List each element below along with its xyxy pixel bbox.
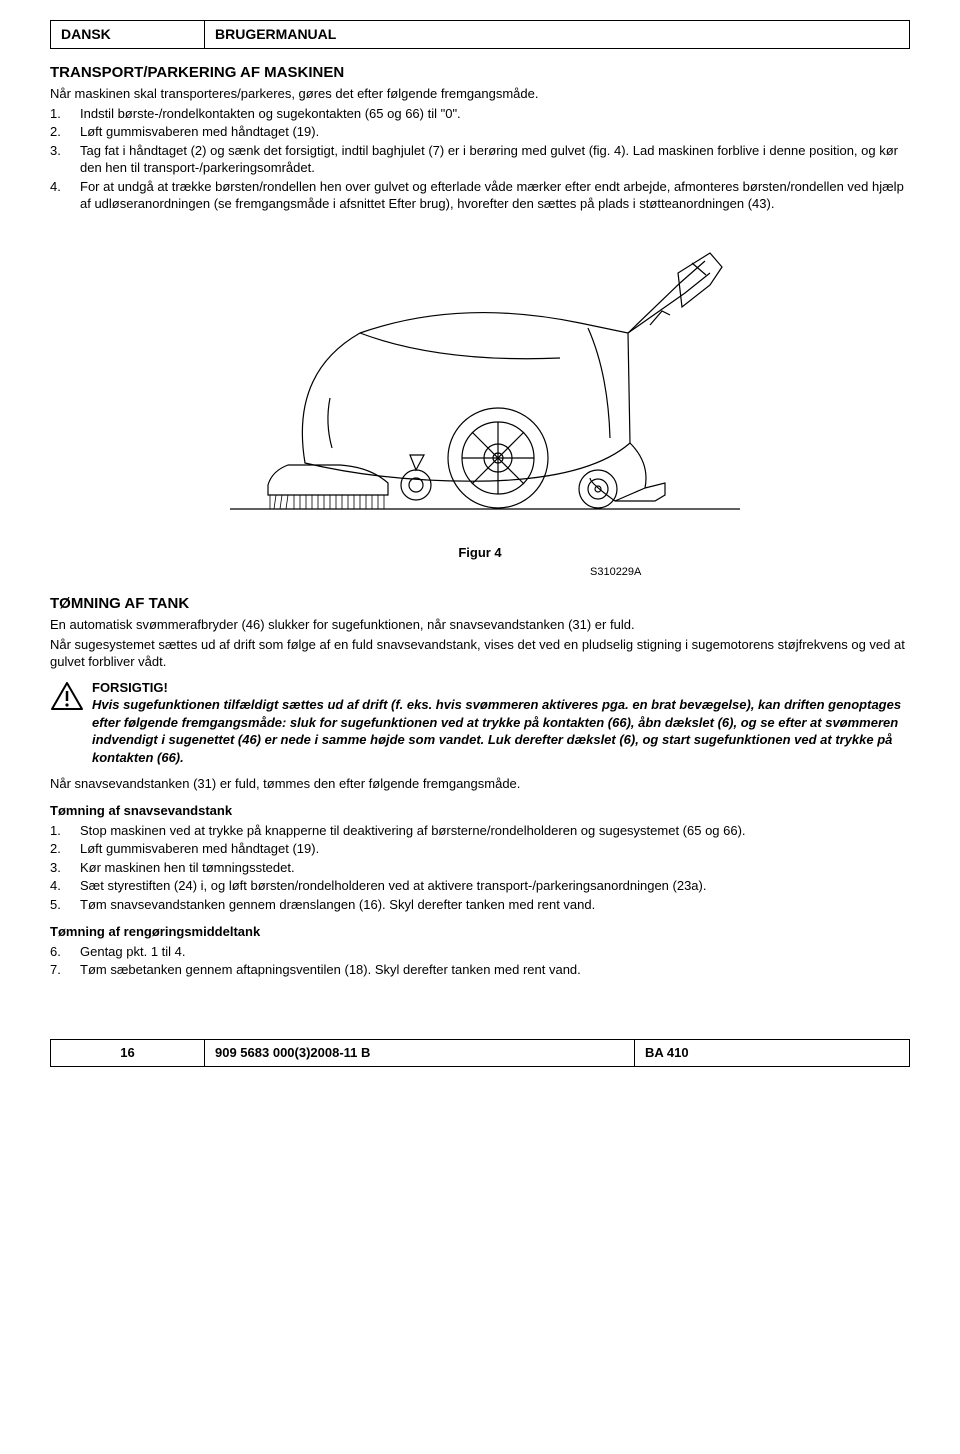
footer-row: 16 909 5683 000(3)2008-11 B BA 410 xyxy=(50,1039,910,1067)
step-text: Kør maskinen hen til tømningsstedet. xyxy=(80,859,910,877)
step-num: 2. xyxy=(50,123,80,141)
step-num: 5. xyxy=(50,896,80,914)
step-num: 4. xyxy=(50,178,80,213)
list-item: 3.Tag fat i håndtaget (2) og sænk det fo… xyxy=(50,142,910,177)
list-item: 2.Løft gummisvaberen med håndtaget (19). xyxy=(50,840,910,858)
caution-body: Hvis sugefunktionen tilfældigt sættes ud… xyxy=(92,697,901,765)
model-number: BA 410 xyxy=(635,1039,910,1067)
step-text: Tøm snavsevandstanken gennem drænslangen… xyxy=(80,896,910,914)
step-text: Gentag pkt. 1 til 4. xyxy=(80,943,910,961)
detergent-tank-steps: 6.Gentag pkt. 1 til 4. 7.Tøm sæbetanken … xyxy=(50,943,910,979)
warning-icon xyxy=(50,679,92,767)
step-num: 3. xyxy=(50,859,80,877)
figure-4: Figur 4 xyxy=(50,233,910,561)
step-num: 3. xyxy=(50,142,80,177)
section-transport-intro: Når maskinen skal transporteres/parkeres… xyxy=(50,85,910,103)
header-lang: DANSK xyxy=(50,20,205,49)
tank-p2: Når sugesystemet sættes ud af drift som … xyxy=(50,636,910,671)
list-item: 6.Gentag pkt. 1 til 4. xyxy=(50,943,910,961)
caution-heading: FORSIGTIG! xyxy=(92,680,168,695)
figure-label: Figur 4 xyxy=(50,544,910,562)
step-text: Indstil børste-/rondelkontakten og sugek… xyxy=(80,105,910,123)
section-transport-title: TRANSPORT/PARKERING AF MASKINEN xyxy=(50,63,910,83)
list-item: 3.Kør maskinen hen til tømningsstedet. xyxy=(50,859,910,877)
step-num: 6. xyxy=(50,943,80,961)
caution-text: FORSIGTIG! Hvis sugefunktionen tilfældig… xyxy=(92,679,910,767)
machine-illustration xyxy=(210,233,750,533)
step-num: 7. xyxy=(50,961,80,979)
step-num: 1. xyxy=(50,105,80,123)
header-row: DANSK BRUGERMANUAL xyxy=(50,20,910,49)
list-item: 7.Tøm sæbetanken gennem aftapningsventil… xyxy=(50,961,910,979)
tank-p3: Når snavsevandstanken (31) er fuld, tømm… xyxy=(50,775,910,793)
caution-block: FORSIGTIG! Hvis sugefunktionen tilfældig… xyxy=(50,679,910,767)
step-text: For at undgå at trække børsten/rondellen… xyxy=(80,178,910,213)
list-item: 4.For at undgå at trække børsten/rondell… xyxy=(50,178,910,213)
subsection-dirty-tank: Tømning af snavsevandstank xyxy=(50,802,910,820)
step-num: 4. xyxy=(50,877,80,895)
subsection-detergent-tank: Tømning af rengøringsmiddeltank xyxy=(50,923,910,941)
dirty-tank-steps: 1.Stop maskinen ved at trykke på knapper… xyxy=(50,822,910,914)
transport-steps: 1.Indstil børste-/rondelkontakten og sug… xyxy=(50,105,910,213)
section-tank-title: TØMNING AF TANK xyxy=(50,594,910,614)
step-text: Stop maskinen ved at trykke på knapperne… xyxy=(80,822,910,840)
list-item: 2.Løft gummisvaberen med håndtaget (19). xyxy=(50,123,910,141)
step-num: 1. xyxy=(50,822,80,840)
figure-code: S310229A xyxy=(590,565,910,580)
header-title: BRUGERMANUAL xyxy=(205,20,910,49)
doc-number: 909 5683 000(3)2008-11 B xyxy=(205,1039,635,1067)
step-text: Tag fat i håndtaget (2) og sænk det fors… xyxy=(80,142,910,177)
step-text: Sæt styrestiften (24) i, og løft børsten… xyxy=(80,877,910,895)
list-item: 1.Indstil børste-/rondelkontakten og sug… xyxy=(50,105,910,123)
list-item: 4.Sæt styrestiften (24) i, og løft børst… xyxy=(50,877,910,895)
step-text: Løft gummisvaberen med håndtaget (19). xyxy=(80,840,910,858)
page-number: 16 xyxy=(50,1039,205,1067)
list-item: 1.Stop maskinen ved at trykke på knapper… xyxy=(50,822,910,840)
tank-p1: En automatisk svømmerafbryder (46) slukk… xyxy=(50,616,910,634)
list-item: 5.Tøm snavsevandstanken gennem drænslang… xyxy=(50,896,910,914)
step-text: Løft gummisvaberen med håndtaget (19). xyxy=(80,123,910,141)
step-text: Tøm sæbetanken gennem aftapningsventilen… xyxy=(80,961,910,979)
step-num: 2. xyxy=(50,840,80,858)
